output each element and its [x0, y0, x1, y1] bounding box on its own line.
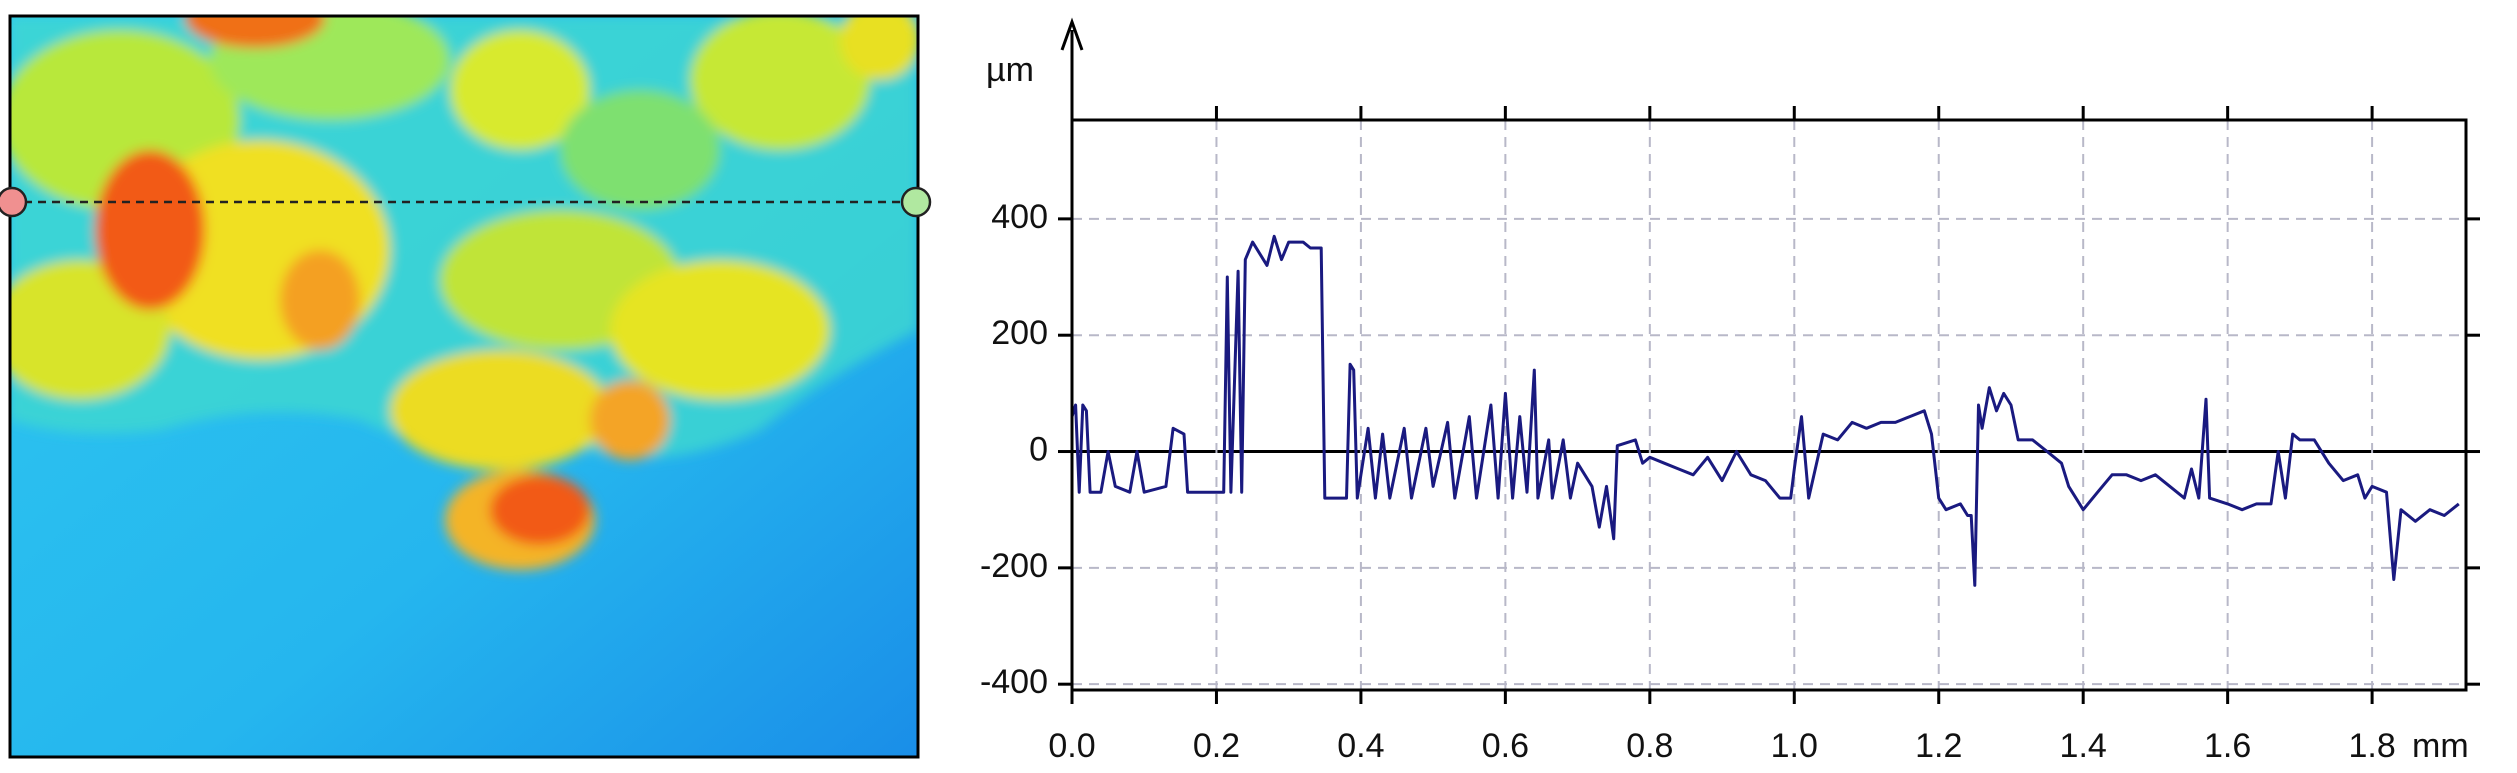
x-tick-label: 1.4	[2060, 727, 2107, 765]
x-tick-label: 0.6	[1482, 727, 1529, 765]
x-tick-label: 0.8	[1626, 727, 1673, 765]
y-tick-label: 400	[991, 198, 1048, 236]
x-tick-label: 1.2	[1915, 727, 1962, 765]
y-axis-label: µm	[986, 51, 1034, 89]
profile-line	[1070, 234, 2460, 587]
y-tick-label: 0	[1029, 431, 1048, 469]
x-tick-label: 0.0	[1048, 727, 1095, 765]
x-axis-label: mm	[2412, 727, 2469, 765]
height-map-image	[0, 14, 932, 759]
y-tick-label: -200	[980, 547, 1048, 585]
y-tick-label: 200	[991, 314, 1048, 352]
x-tick-label: 0.4	[1337, 727, 1384, 765]
y-axis-arrowhead	[1060, 17, 1084, 51]
x-tick-label: 1.8	[2348, 727, 2395, 765]
x-tick-label: 1.6	[2204, 727, 2251, 765]
x-tick-label: 0.2	[1193, 727, 1240, 765]
profile-chart: µm mm -400 -200 0 200 400 0.0 0.2 0.4 0.6 0.8 1.0 1…	[980, 17, 2480, 765]
plot-frame	[1072, 120, 2466, 690]
x-tick-label: 1.0	[1771, 727, 1818, 765]
y-tick-label: -400	[980, 663, 1048, 701]
plot-border	[1070, 118, 2468, 692]
